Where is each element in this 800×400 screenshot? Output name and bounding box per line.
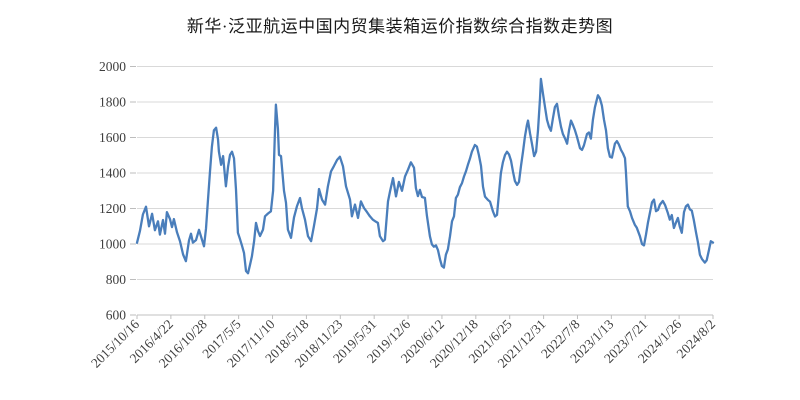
x-tick-labels: 2015/10/162016/4/222016/10/282017/5/5201…	[88, 316, 718, 370]
y-axis-tick-label: 1400	[99, 166, 126, 181]
y-axis-tick-label: 1600	[99, 130, 126, 145]
y-axis-tick-label: 600	[106, 308, 127, 323]
y-axis-tick-label: 1800	[99, 95, 126, 110]
chart-title: 新华·泛亚航运中国内贸集装箱运价指数综合指数走势图	[186, 17, 614, 36]
y-tick-marks	[130, 66, 136, 316]
index-line-series	[135, 77, 715, 275]
y-axis-tick-label: 1000	[99, 237, 126, 252]
y-axis-tick-label: 800	[106, 272, 127, 287]
y-tick-labels: 600 800 1000 1200 1400 1600 1800 2000	[99, 59, 126, 323]
y-axis-tick-label: 2000	[99, 59, 126, 74]
y-axis-tick-label: 1200	[99, 201, 126, 216]
x-tick-marks	[136, 315, 714, 319]
